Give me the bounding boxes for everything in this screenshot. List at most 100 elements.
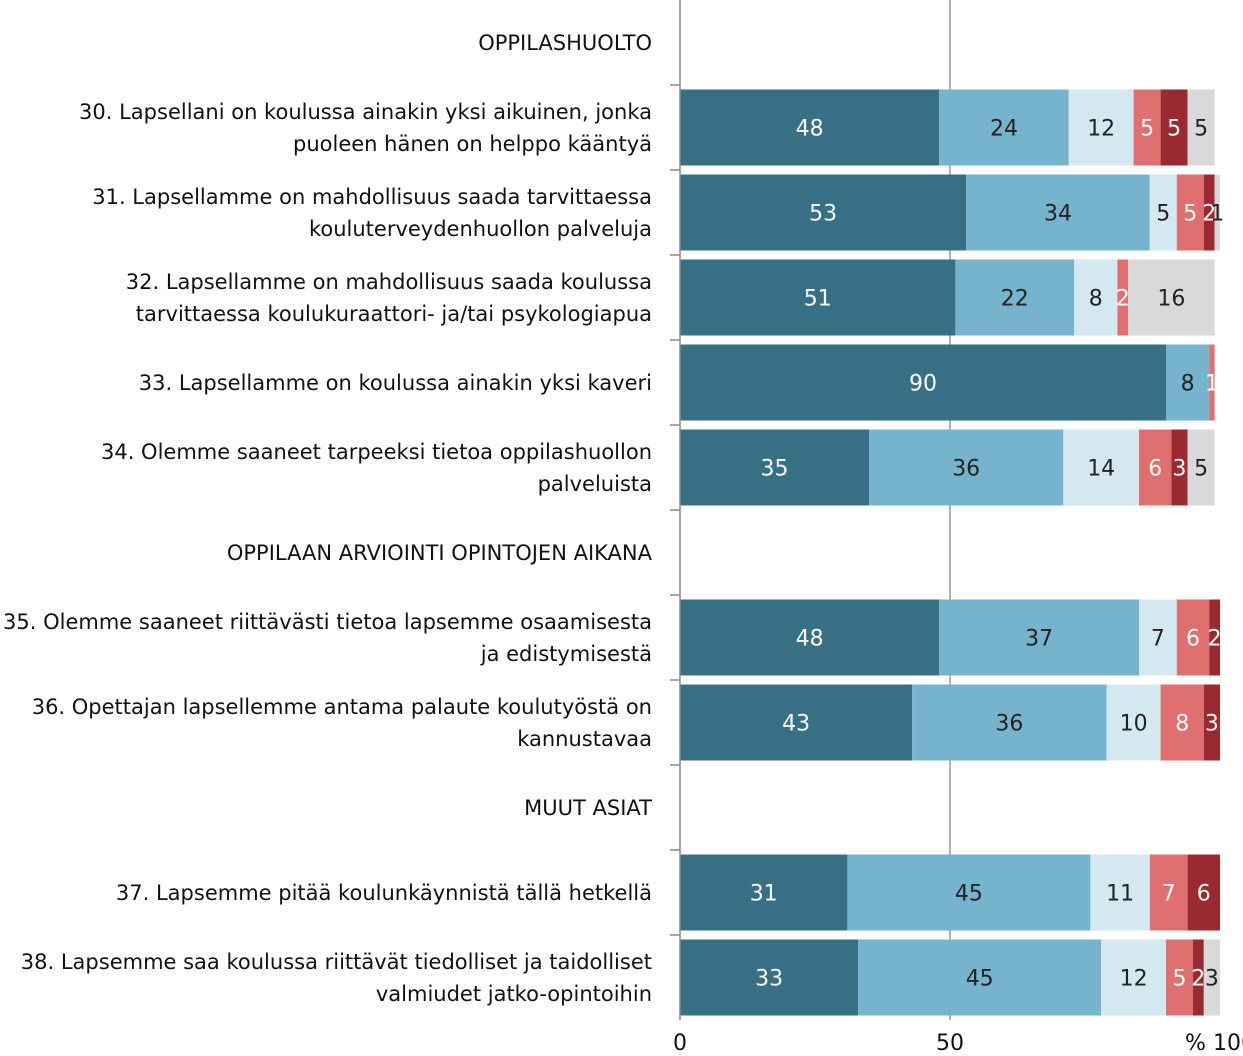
data-label: 51 [804,287,832,312]
data-label: 3 [1205,967,1219,992]
data-label: 33 [755,967,783,992]
data-label: 45 [966,967,994,992]
data-label: 10 [1120,712,1148,737]
bar-segment [1176,174,1204,251]
bar-segment [1203,939,1220,1016]
data-label: 90 [909,372,937,397]
bar-segment [869,429,1064,506]
bar-segment [1176,599,1210,676]
data-label: 5 [1167,117,1181,142]
bar-segment [680,174,967,251]
bar-segment [680,939,859,1016]
data-label: 1 [1205,372,1219,397]
data-label: 8 [1175,712,1189,737]
bar-segment [1193,939,1204,1016]
data-label: 11 [1106,882,1134,907]
data-label: 2 [1116,287,1130,312]
x-tick-label: % 100 [1185,1031,1243,1056]
data-label: 5 [1140,117,1154,142]
bar-segment [1128,259,1215,336]
bar-segment [1166,344,1210,421]
bar-segment [1139,429,1172,506]
category-label: OPPILAAN ARVIOINTI OPINTOJEN AIKANA [226,540,652,565]
data-label: 7 [1162,882,1176,907]
data-label: 43 [782,712,810,737]
bar-segment [680,344,1166,421]
bar-segment [1160,89,1188,166]
data-label: 12 [1087,117,1115,142]
bar-segment [1209,344,1215,421]
bar-segment [939,599,1139,676]
bar-segment [1117,259,1129,336]
bar-segment [1203,174,1215,251]
data-label: 14 [1087,457,1115,482]
bar-segment [966,174,1150,251]
data-label: 5 [1194,457,1208,482]
bar-segment [1187,429,1215,506]
data-label: 6 [1186,627,1200,652]
data-label: 2 [1202,202,1216,227]
bar-segment [1203,684,1220,761]
data-label: 8 [1181,372,1195,397]
category-label: 32. Lapsellamme on mahdollisuus saada ko… [125,269,652,326]
category-label: OPPILASHUOLTO [478,30,652,55]
data-label: 48 [796,627,824,652]
bar-segment [858,939,1102,1016]
bar-segment [680,259,956,336]
bar-segment [1149,854,1188,931]
data-label: 34 [1044,202,1072,227]
bar-segment [1106,684,1161,761]
data-label: 48 [796,117,824,142]
data-label: 2 [1208,627,1222,652]
bar-segment [1149,174,1177,251]
bar-segment [1171,429,1188,506]
bar-segment [1160,684,1204,761]
data-label: 53 [809,202,837,227]
bar-segment [1133,89,1161,166]
x-tick-label: 0 [673,1031,687,1056]
bar-segment [680,684,913,761]
bar-segment [1187,854,1220,931]
category-label: 38. Lapsemme saa koulussa riittävät tied… [20,949,652,1006]
bar-segment [1074,259,1118,336]
data-label: 5 [1173,967,1187,992]
bar-segment [912,684,1107,761]
data-label: 16 [1157,287,1185,312]
data-label: 7 [1151,627,1165,652]
bar-segment [939,89,1069,166]
data-label: 2 [1191,967,1205,992]
category-label: 37. Lapsemme pitää koulunkäynnistä tällä… [115,880,652,905]
data-label: 5 [1194,117,1208,142]
data-label: 31 [750,882,778,907]
category-label: 31. Lapsellamme on mahdollisuus saada ta… [92,184,652,241]
bar-segment [1068,89,1134,166]
bar-segment [847,854,1091,931]
bar-segment [955,259,1075,336]
category-label: MUUT ASIAT [524,795,652,820]
data-label: 35 [761,457,789,482]
data-label: 37 [1025,627,1053,652]
category-label: 35. Olemme saaneet riittävästi tietoa la… [3,609,652,666]
bar-segment [680,429,869,506]
category-label: 36. Opettajan lapsellemme antama palaute… [31,694,652,751]
bar-segment [680,89,940,166]
bar-segment [1214,174,1220,251]
data-label: 5 [1183,202,1197,227]
bar-segment [1209,599,1220,676]
category-label: 34. Olemme saaneet tarpeeksi tietoa oppi… [100,439,652,496]
data-label: 22 [1001,287,1029,312]
data-label: 8 [1089,287,1103,312]
bar-segment [1187,89,1215,166]
bar-segment [1101,939,1166,1016]
data-label: 3 [1173,457,1187,482]
category-label: 30. Lapsellani on koulussa ainakin yksi … [79,99,652,156]
bar-segment [680,599,940,676]
bar-segment [680,854,848,931]
x-tick-label: 50 [936,1031,964,1056]
data-label: 36 [952,457,980,482]
bar-segment [1166,939,1193,1016]
data-label: 1 [1210,202,1224,227]
data-label: 12 [1120,967,1148,992]
